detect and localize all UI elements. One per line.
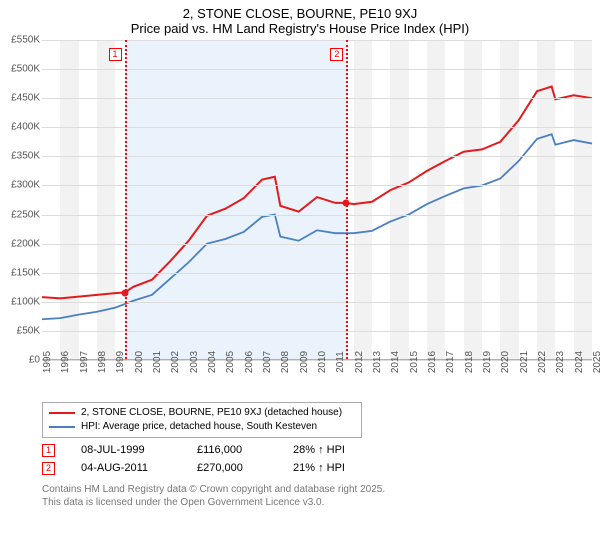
y-tick-label: £500K — [11, 64, 40, 75]
footer-line-2: This data is licensed under the Open Gov… — [42, 496, 592, 509]
title-line-2: Price paid vs. HM Land Registry's House … — [8, 21, 592, 36]
y-tick-label: £200K — [11, 238, 40, 249]
sale-point — [121, 289, 128, 296]
chart-container: 2, STONE CLOSE, BOURNE, PE10 9XJ Price p… — [0, 0, 600, 560]
x-tick-label: 1995 — [42, 351, 53, 373]
x-tick-label: 2003 — [189, 351, 200, 373]
x-tick-label: 2020 — [500, 351, 511, 373]
x-tick-label: 2011 — [335, 351, 346, 373]
y-tick-label: £100K — [11, 296, 40, 307]
sale-marker: 2 — [330, 48, 343, 61]
sale-date: 04-AUG-2011 — [81, 460, 171, 478]
y-tick-label: £450K — [11, 93, 40, 104]
x-tick-label: 1997 — [79, 351, 90, 373]
x-tick-label: 1999 — [115, 351, 126, 373]
y-tick-label: £400K — [11, 122, 40, 133]
x-tick-label: 2006 — [244, 351, 255, 373]
x-tick-label: 2018 — [464, 351, 475, 373]
legend-label: HPI: Average price, detached house, Sout… — [81, 420, 317, 434]
x-tick-label: 2017 — [445, 351, 456, 373]
sale-delta: 21% ↑ HPI — [293, 460, 345, 478]
legend-label: 2, STONE CLOSE, BOURNE, PE10 9XJ (detach… — [81, 406, 342, 420]
x-tick-label: 2008 — [280, 351, 291, 373]
sale-marker: 1 — [109, 48, 122, 61]
x-tick-label: 2021 — [519, 351, 530, 373]
x-tick-label: 2019 — [482, 351, 493, 373]
x-tick-label: 2002 — [170, 351, 181, 373]
y-tick-label: £300K — [11, 180, 40, 191]
x-tick-label: 2015 — [409, 351, 420, 373]
plot-area: 12 — [42, 40, 592, 360]
y-tick-label: £250K — [11, 209, 40, 220]
x-tick-label: 2023 — [555, 351, 566, 373]
sale-date: 08-JUL-1999 — [81, 442, 171, 460]
sale-price: £116,000 — [197, 442, 267, 460]
sale-point — [343, 199, 350, 206]
sale-number: 2 — [42, 462, 55, 475]
x-tick-label: 2024 — [574, 351, 585, 373]
y-tick-label: £550K — [11, 35, 40, 46]
x-tick-label: 2004 — [207, 351, 218, 373]
title-line-1: 2, STONE CLOSE, BOURNE, PE10 9XJ — [8, 6, 592, 21]
y-tick-label: £150K — [11, 267, 40, 278]
x-tick-label: 2012 — [354, 351, 365, 373]
chart-area: 12 £0£50K£100K£150K£200K£250K£300K£350K£… — [8, 40, 592, 400]
sales-table: 1 08-JUL-1999 £116,000 28% ↑ HPI 2 04-AUG-201… — [42, 442, 592, 477]
x-tick-label: 2022 — [537, 351, 548, 373]
y-tick-label: £50K — [17, 325, 40, 336]
x-tick-label: 1998 — [97, 351, 108, 373]
x-tick-label: 2013 — [372, 351, 383, 373]
legend-swatch — [49, 426, 75, 428]
sale-delta: 28% ↑ HPI — [293, 442, 345, 460]
legend-item: 2, STONE CLOSE, BOURNE, PE10 9XJ (detach… — [49, 406, 355, 420]
x-tick-label: 2014 — [390, 351, 401, 373]
x-tick-label: 1996 — [60, 351, 71, 373]
x-tick-label: 2025 — [592, 351, 600, 373]
legend: 2, STONE CLOSE, BOURNE, PE10 9XJ (detach… — [42, 402, 362, 438]
y-tick-label: £0 — [29, 355, 40, 366]
y-tick-label: £350K — [11, 151, 40, 162]
footer: Contains HM Land Registry data © Crown c… — [42, 483, 592, 509]
sale-price: £270,000 — [197, 460, 267, 478]
legend-item: HPI: Average price, detached house, Sout… — [49, 420, 355, 434]
x-tick-label: 2005 — [225, 351, 236, 373]
x-tick-label: 2000 — [134, 351, 145, 373]
sale-row: 2 04-AUG-2011 £270,000 21% ↑ HPI — [42, 460, 592, 478]
sale-row: 1 08-JUL-1999 £116,000 28% ↑ HPI — [42, 442, 592, 460]
x-tick-label: 2010 — [317, 351, 328, 373]
footer-line-1: Contains HM Land Registry data © Crown c… — [42, 483, 592, 496]
x-tick-label: 2007 — [262, 351, 273, 373]
x-tick-label: 2016 — [427, 351, 438, 373]
x-tick-label: 2009 — [299, 351, 310, 373]
x-tick-label: 2001 — [152, 351, 163, 373]
legend-swatch — [49, 412, 75, 414]
sale-number: 1 — [42, 444, 55, 457]
sale-vline — [125, 40, 127, 359]
